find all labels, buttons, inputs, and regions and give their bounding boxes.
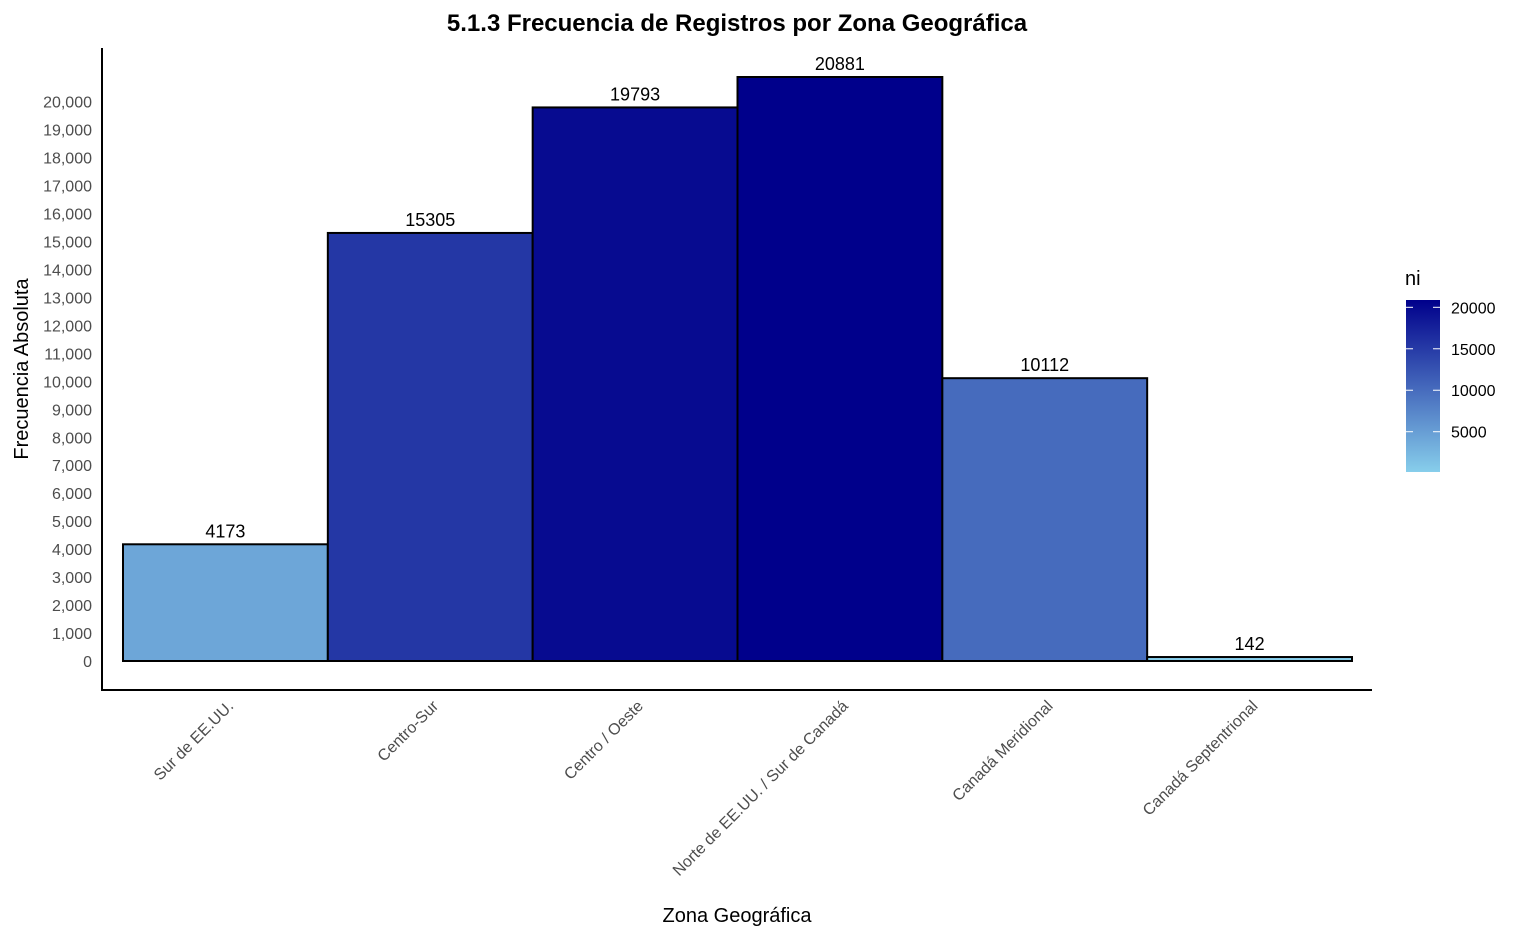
x-tick-label: Norte de EE.UU. / Sur de Canadá — [670, 698, 852, 880]
bar — [736, 76, 944, 662]
y-tick-label: 12,000 — [43, 318, 92, 335]
bar — [122, 543, 329, 662]
y-tick-label: 14,000 — [43, 262, 92, 279]
x-axis-ticks: Sur de EE.UU. Centro-Sur Centro / Oeste Nor… — [151, 697, 1261, 879]
y-axis-title: Frecuencia Absoluta — [11, 278, 33, 460]
legend-tick-label: 10000 — [1451, 383, 1496, 400]
y-tick-label: 6,000 — [52, 486, 92, 503]
y-tick-label: 0 — [83, 654, 92, 671]
y-tick-label: 10,000 — [43, 374, 92, 391]
legend-tick-label: 5000 — [1451, 425, 1487, 442]
data-label: 15305 — [405, 210, 455, 230]
bar — [1146, 656, 1353, 663]
y-tick-label: 4,000 — [52, 542, 92, 559]
y-tick-label: 7,000 — [52, 458, 92, 475]
data-label: 142 — [1235, 634, 1265, 654]
y-tick-label: 1,000 — [52, 626, 92, 643]
data-label: 4173 — [205, 521, 245, 541]
data-label: 19793 — [610, 84, 660, 104]
bar — [531, 106, 739, 662]
legend: ni 5000 10000 15000 20000 — [1405, 268, 1496, 472]
data-label: 10112 — [1020, 355, 1069, 375]
legend-colorbar — [1406, 300, 1440, 472]
y-tick-label: 15,000 — [43, 234, 92, 251]
bars — [122, 76, 1353, 663]
y-axis-ticks: 0 1,000 2,000 3,000 4,000 5,000 6,000 7,000 8,00… — [43, 95, 92, 671]
y-tick-label: 20,000 — [43, 95, 92, 112]
x-tick-label: Canadá Septentrional — [1140, 698, 1261, 819]
y-tick-label: 9,000 — [52, 402, 92, 419]
y-tick-label: 13,000 — [43, 290, 92, 307]
y-tick-label: 11,000 — [44, 346, 92, 363]
y-tick-label: 2,000 — [52, 598, 92, 615]
y-tick-label: 19,000 — [43, 123, 92, 140]
x-axis-title: Zona Geográfica — [663, 905, 813, 927]
x-tick-label: Canadá Meridional — [950, 698, 1057, 805]
bar — [326, 231, 534, 662]
x-tick-label: Centro / Oeste — [561, 698, 647, 784]
chart-title: 5.1.3 Frecuencia de Registros por Zona G… — [447, 10, 1028, 37]
data-label: 20881 — [815, 54, 865, 74]
y-tick-label: 3,000 — [52, 570, 92, 587]
data-labels: 4173 15305 19793 20881 10112 142 — [205, 54, 1264, 654]
legend-tick-label: 15000 — [1451, 342, 1496, 359]
y-tick-label: 8,000 — [52, 430, 92, 447]
x-tick-label: Centro-Sur — [375, 697, 443, 765]
y-tick-label: 5,000 — [52, 514, 92, 531]
x-tick-label: Sur de EE.UU. — [151, 698, 237, 784]
y-tick-label: 16,000 — [43, 207, 92, 224]
legend-title: ni — [1405, 268, 1421, 290]
y-tick-label: 17,000 — [43, 179, 92, 196]
bar — [941, 377, 1149, 662]
y-tick-label: 18,000 — [43, 151, 92, 168]
legend-tick-label: 20000 — [1451, 300, 1496, 317]
legend-ticks: 5000 10000 15000 20000 — [1406, 300, 1496, 442]
